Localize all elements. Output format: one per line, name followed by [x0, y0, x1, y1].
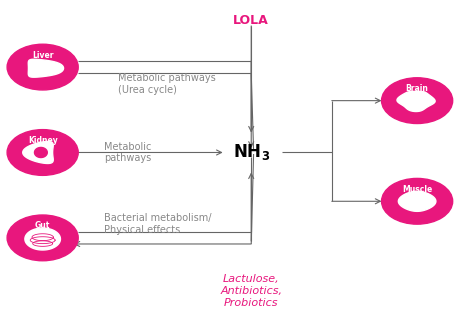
Text: Bacterial metabolism/
Physical effects: Bacterial metabolism/ Physical effects	[104, 214, 212, 235]
Circle shape	[7, 215, 78, 261]
Text: LOLA: LOLA	[233, 14, 269, 27]
Polygon shape	[35, 148, 47, 158]
Text: Kidney: Kidney	[28, 136, 57, 145]
Circle shape	[382, 78, 453, 123]
Text: $\mathbf{NH_3}$: $\mathbf{NH_3}$	[233, 143, 270, 162]
Polygon shape	[25, 228, 61, 250]
Text: Liver: Liver	[32, 51, 54, 60]
Text: Lactulose,
Antibiotics,
Probiotics: Lactulose, Antibiotics, Probiotics	[220, 274, 282, 308]
Polygon shape	[23, 142, 53, 164]
Text: Metabolic
pathways: Metabolic pathways	[104, 142, 152, 163]
Text: Gut: Gut	[35, 221, 50, 230]
Circle shape	[7, 44, 78, 90]
Text: Brain: Brain	[406, 84, 428, 93]
Polygon shape	[398, 191, 436, 211]
Text: Metabolic pathways
(Urea cycle): Metabolic pathways (Urea cycle)	[118, 73, 216, 95]
Circle shape	[7, 130, 78, 175]
Polygon shape	[28, 59, 64, 77]
Circle shape	[382, 178, 453, 224]
Text: Muscle: Muscle	[402, 185, 432, 194]
Polygon shape	[397, 91, 435, 111]
